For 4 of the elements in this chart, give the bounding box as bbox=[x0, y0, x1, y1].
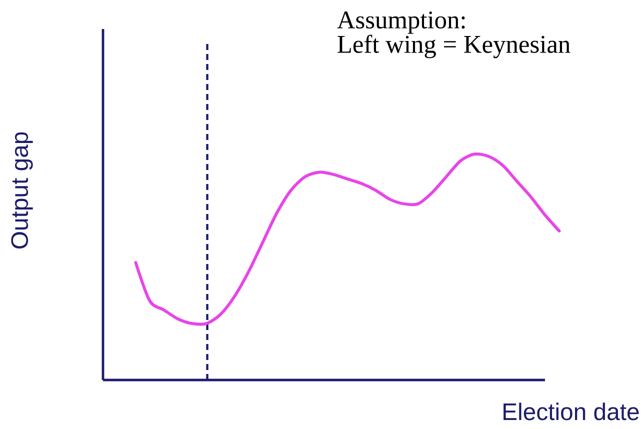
text: Left wing = Keynesian bbox=[338, 34, 570, 58]
text: Assumption: bbox=[337, 11, 465, 34]
y-axis-title: Output gap bbox=[11, 132, 33, 248]
x-axis-title: Election date bbox=[504, 402, 639, 420]
